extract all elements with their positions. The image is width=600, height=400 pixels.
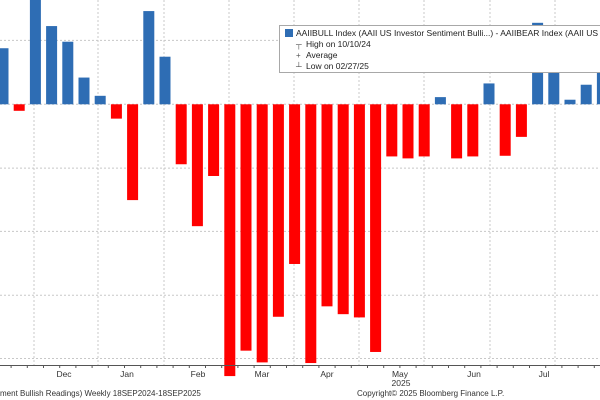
- footer-copyright: Copyright© 2025 Bloomberg Finance L.P.: [357, 389, 505, 398]
- x-tick-label: Feb: [191, 369, 206, 379]
- x-tick-label: May: [392, 369, 409, 379]
- bar: [402, 104, 414, 159]
- low-marker-icon: ┴: [296, 62, 302, 71]
- bar: [175, 104, 187, 165]
- bar: [596, 55, 600, 105]
- high-marker-icon: ┬: [296, 40, 302, 49]
- x-tick-label: Dec: [56, 369, 72, 379]
- bar: [159, 56, 171, 105]
- x-tick-label: Jul: [539, 369, 550, 379]
- bar: [289, 104, 301, 264]
- bar: [564, 99, 576, 105]
- bar: [143, 11, 155, 105]
- legend-series-entry: AAIIBULL Index (AAII US Investor Sentime…: [285, 28, 598, 39]
- bar: [272, 104, 284, 317]
- bar: [208, 104, 220, 176]
- bar: [548, 63, 560, 105]
- legend-average-label: Average: [306, 50, 338, 60]
- bar: [467, 104, 479, 157]
- bar: [451, 104, 463, 159]
- bar: [224, 104, 236, 377]
- legend-average-entry: + Average: [296, 50, 338, 61]
- x-year-label: 2025: [392, 378, 411, 388]
- x-axis: Dec Jan Feb Mar Apr May Jun Jul 2025: [0, 365, 600, 388]
- bar: [499, 104, 511, 156]
- bar: [256, 104, 268, 363]
- legend: AAIIBULL Index (AAII US Investor Sentime…: [279, 25, 600, 73]
- bar: [0, 48, 9, 105]
- bar: [370, 104, 382, 352]
- legend-series-label: AAIIBULL Index (AAII US Investor Sentime…: [296, 28, 599, 38]
- bar: [483, 83, 495, 105]
- bar: [515, 104, 527, 137]
- bar: [94, 95, 106, 105]
- series-swatch-icon: [285, 29, 293, 37]
- bar: [29, 0, 41, 105]
- x-tick-label: Jun: [467, 369, 481, 379]
- x-tick-label: Jan: [120, 369, 134, 379]
- bar-series: [0, 0, 600, 377]
- bar: [386, 104, 398, 157]
- legend-low-label: Low on 02/27/25: [306, 61, 369, 71]
- bar: [78, 77, 90, 105]
- footer-left-text: ment Bullish Readings) Weekly 18SEP2024-…: [0, 389, 201, 398]
- average-marker-icon: +: [296, 51, 301, 60]
- legend-high-entry: ┬ High on 10/10/24: [296, 39, 371, 50]
- bar: [110, 104, 122, 119]
- x-tick-label: Mar: [255, 369, 270, 379]
- bar: [337, 104, 349, 315]
- bar: [353, 104, 365, 318]
- legend-high-label: High on 10/10/24: [306, 39, 371, 49]
- bar: [191, 104, 203, 227]
- bar: [13, 104, 25, 111]
- legend-low-entry: ┴ Low on 02/27/25: [296, 61, 369, 72]
- bar: [46, 26, 58, 105]
- bar: [418, 104, 430, 157]
- bar: [305, 104, 317, 364]
- bar: [240, 104, 252, 351]
- x-tick-label: Apr: [320, 369, 333, 379]
- bar: [434, 97, 446, 105]
- bar: [580, 84, 592, 105]
- bar: [127, 104, 139, 201]
- bar: [321, 104, 333, 307]
- bar: [62, 41, 74, 105]
